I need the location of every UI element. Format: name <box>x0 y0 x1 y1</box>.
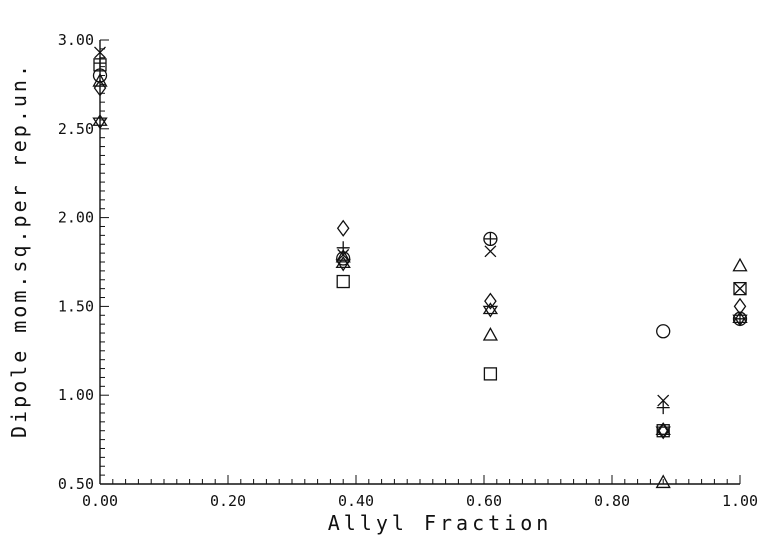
data-point-plus <box>483 232 497 246</box>
data-point-plus <box>656 401 670 415</box>
data-point-plus <box>93 56 107 70</box>
data-point-star <box>655 423 671 439</box>
data-point-triangle <box>732 257 748 272</box>
data-point-diamond <box>336 219 350 237</box>
data-point-x <box>484 245 497 258</box>
data-point-triangle <box>482 326 499 341</box>
x-tick-label: 0.40 <box>338 492 374 510</box>
data-point-triangle <box>655 474 671 489</box>
y-tick-label: 2.50 <box>58 120 94 138</box>
data-point-star <box>732 311 748 327</box>
data-point-triangle <box>92 73 108 87</box>
data-point-diamond <box>93 79 107 97</box>
data-point-diamond <box>484 292 497 310</box>
data-point-star <box>335 256 351 272</box>
y-tick-label: 1.00 <box>58 386 94 404</box>
x-tick-label: 0.20 <box>210 492 246 510</box>
x-tick-label: 1.00 <box>722 492 758 510</box>
y-tick-label: 3.00 <box>58 31 94 49</box>
x-tick-label: 0.00 <box>82 492 118 510</box>
data-points <box>92 46 748 489</box>
data-point-triangle <box>335 248 351 263</box>
data-point-circle <box>656 324 671 339</box>
x-tick-label: 0.80 <box>594 492 630 510</box>
y-tick-label: 2.00 <box>58 209 94 227</box>
data-point-plus <box>336 241 350 255</box>
data-point-star <box>92 113 108 130</box>
x-tick-label: 0.60 <box>466 492 502 510</box>
ticks: 0.00 0.20 0.40 0.60 0.80 1.00 0.50 1.00 1.50 2.00… <box>58 31 758 510</box>
x-axis-label: Allyl Fraction <box>328 511 553 535</box>
data-point-x <box>337 248 350 261</box>
data-point-square <box>483 367 498 381</box>
axes <box>99 40 740 485</box>
y-tick-label: 1.50 <box>58 297 94 315</box>
data-point-square <box>733 281 747 296</box>
y-tick-label: 0.50 <box>58 475 94 493</box>
data-point-x <box>94 46 106 59</box>
data-point-x <box>734 282 746 295</box>
data-point-star <box>482 302 499 318</box>
data-point-square <box>336 274 350 289</box>
y-axis-label: Dipole mom.sq.per rep.un. <box>7 62 31 438</box>
data-point-x <box>657 394 670 407</box>
